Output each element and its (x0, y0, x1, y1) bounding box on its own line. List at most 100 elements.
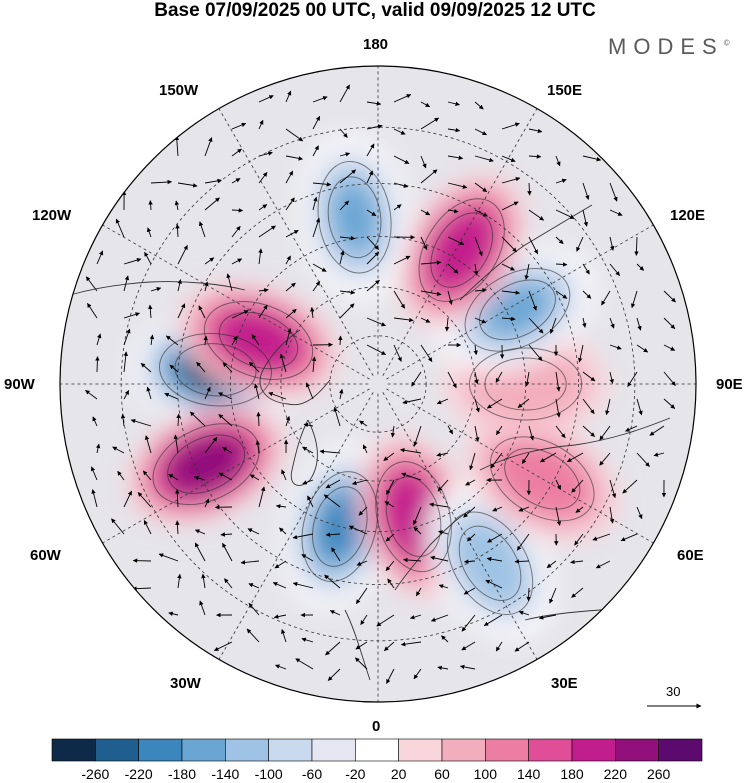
wind-vector (339, 235, 356, 241)
wind-vector (514, 559, 530, 564)
wind-vector (165, 335, 179, 346)
contour-ring (174, 343, 257, 397)
label-150e: 150E (547, 82, 583, 99)
brand-mark: © (723, 38, 730, 48)
wind-vector (501, 316, 516, 322)
wind-vector (312, 145, 319, 157)
north-atlantic-high (126, 403, 286, 525)
wind-vector (474, 128, 487, 136)
wind-vector (275, 504, 287, 509)
wind-vector (123, 312, 141, 319)
wind-vector (148, 304, 153, 319)
wind-vector (285, 197, 295, 211)
wind-vector (117, 470, 125, 481)
wind-vector (130, 418, 152, 427)
wind-vector (177, 182, 198, 188)
wind-vector (627, 371, 638, 387)
wind-vector (420, 260, 442, 265)
wind-vector (501, 155, 516, 162)
wind-vector (309, 306, 315, 319)
wind-vector (312, 115, 321, 130)
label-30w: 30W (170, 675, 201, 692)
wind-vector (495, 371, 503, 383)
wind-vector (441, 635, 449, 643)
colorbar-tick-label: 100 (473, 766, 498, 782)
wind-vector (609, 317, 615, 329)
wind-vector (528, 209, 545, 221)
colorbar-tick-label: 260 (646, 766, 671, 782)
wind-vector (305, 382, 314, 400)
wind-vector (609, 344, 622, 350)
wind-vector (601, 290, 611, 306)
wind-vector (177, 244, 188, 265)
wind-vector (492, 506, 503, 512)
wind-vector (123, 257, 142, 265)
label-0: 0 (372, 718, 381, 735)
colorbar-segment (311, 738, 356, 762)
wind-vector (356, 560, 368, 566)
wind-vector (555, 506, 562, 526)
wind-vector (413, 506, 422, 526)
wind-vector (339, 200, 349, 211)
wind-vector (189, 411, 206, 427)
wind-vector (339, 84, 350, 103)
wind-vector (256, 411, 261, 427)
wind-vector (248, 583, 260, 589)
wind-vector (403, 557, 422, 563)
wind-vector (592, 533, 611, 541)
wind-vector (231, 335, 238, 346)
wind-vector (420, 317, 431, 323)
wind-vector (383, 641, 395, 651)
colorbar-segment (95, 738, 139, 762)
wind-vector (447, 182, 468, 189)
colorbar-tick-label: 140 (516, 766, 541, 782)
wind-vector (222, 446, 233, 454)
wind-vector (168, 473, 179, 481)
wind-vector (636, 263, 645, 271)
wind-vector (312, 263, 327, 272)
wind-vector (285, 415, 291, 427)
wind-vector (385, 533, 395, 542)
wind-vector (487, 533, 503, 543)
brand-text: MODES (608, 34, 724, 59)
wind-vector (517, 398, 530, 408)
brand-logo: MODES© (608, 34, 730, 60)
wind-vector (255, 440, 261, 454)
contour-ring (464, 268, 571, 352)
wind-vector (413, 526, 422, 535)
wind-vector (555, 425, 566, 439)
wind-vector (420, 169, 438, 184)
wind-vector (91, 489, 98, 508)
wind-vector (501, 236, 517, 253)
wind-vector (169, 364, 179, 373)
wind-vector (387, 578, 395, 589)
wind-vector (501, 263, 515, 271)
wind-vector (555, 371, 561, 392)
wind-vector (292, 581, 314, 589)
wind-vector (90, 466, 98, 481)
wind-vector (609, 479, 617, 499)
wind-vector (528, 344, 543, 361)
wind-vector (218, 472, 233, 481)
wind-vector (177, 573, 182, 589)
wind-vector (649, 425, 665, 436)
colorbar-segment (355, 738, 399, 762)
latitude-circle (177, 183, 579, 585)
wind-vector (204, 197, 220, 211)
wind-vector (576, 236, 584, 252)
wind-vector (393, 255, 411, 265)
wind-vector (92, 416, 98, 427)
wind-vector (258, 95, 274, 103)
wind-vector (176, 413, 181, 427)
wind-vector (571, 587, 584, 598)
wind-vector (474, 371, 479, 385)
contour-ring (167, 434, 246, 494)
wind-vector (393, 204, 402, 211)
wind-vector (355, 587, 368, 605)
wind-vector (393, 290, 406, 309)
wind-vector (194, 529, 206, 535)
wind-vector (258, 204, 268, 211)
wind-vector (413, 425, 422, 447)
wind-vector (501, 176, 521, 184)
wind-vector (123, 328, 131, 346)
